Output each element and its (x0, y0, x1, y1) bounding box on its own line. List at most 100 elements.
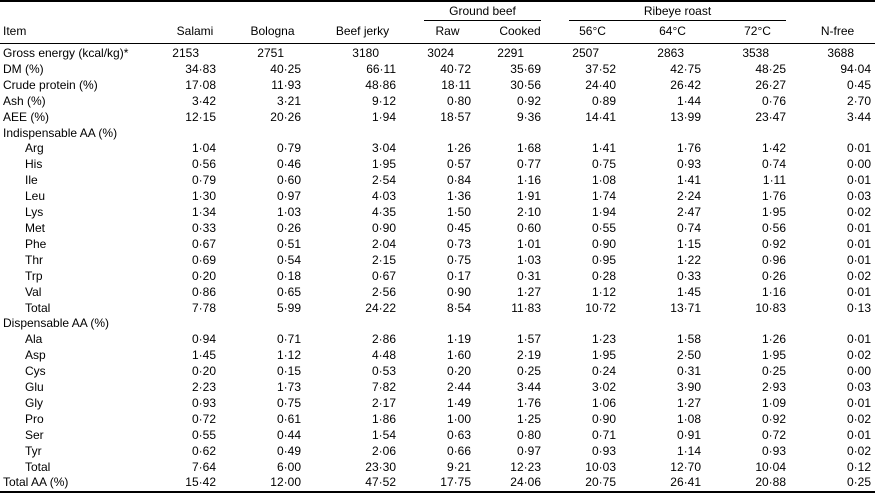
row-label: Arg (25, 141, 44, 156)
cell-value: 30·56 (510, 77, 541, 92)
row-label: Lys (25, 205, 44, 220)
cell-value: 2·47 (676, 205, 701, 220)
cell-value: 1·94 (591, 205, 616, 220)
col-header-beef-jerky: Beef jerky (315, 21, 410, 44)
cell-value: 0·00 (847, 157, 872, 172)
cell-value: 1·94 (371, 109, 396, 124)
cell-value: 1·36 (446, 189, 471, 204)
cell-value: 37·52 (585, 61, 616, 76)
table-row: Val 0·86 0·65 2·56 0·90 1·27 1·12 1·45 1·16 0·01 (0, 285, 875, 301)
cell-value: 24·40 (585, 77, 616, 92)
cell-value: 1·45 (191, 348, 216, 363)
cell-value: 0·71 (591, 427, 616, 442)
cell-value: 3·21 (276, 93, 301, 108)
table-row: Gross energy (kcal/kg)* 2153 2751 3180 3024 2… (0, 44, 875, 62)
cell-value: 0·80 (446, 93, 471, 108)
cell-value: 0·03 (847, 380, 872, 395)
cell-value: 2291 (497, 46, 524, 60)
cell-value: 2·15 (371, 252, 396, 267)
cell-value: 0·31 (676, 364, 701, 379)
table-row: Thr 0·69 0·54 2·15 0·75 1·03 0·95 1·22 0·96 0·01 (0, 253, 875, 269)
cell-value: 1·41 (591, 141, 616, 156)
row-label: Thr (25, 252, 43, 267)
table-row: Crude protein (%) 17·08 11·93 48·86 18·11 30·… (0, 78, 875, 94)
table-row: Met 0·33 0·26 0·90 0·45 0·60 0·55 0·74 0·56 0·01 (0, 221, 875, 237)
cell-value: 0·75 (446, 252, 471, 267)
cell-value: 0·01 (847, 141, 872, 156)
cell-value: 18·57 (440, 109, 471, 124)
cell-value: 1·91 (516, 189, 541, 204)
cell-value: 0·20 (191, 364, 216, 379)
cell-value: 2·10 (516, 205, 541, 220)
column-header-row: Item Salami Bologna Beef jerky Raw Cooke… (0, 21, 875, 44)
cell-value: 0·94 (191, 332, 216, 347)
cell-value: 0·17 (446, 268, 471, 283)
cell-value: 2·70 (847, 93, 872, 108)
cell-value: 0·97 (276, 189, 301, 204)
cell-value: 0·92 (516, 93, 541, 108)
row-label: Met (25, 220, 46, 235)
cell-value: 2·17 (371, 395, 396, 410)
cell-value: 2863 (657, 46, 684, 60)
cell-value: 2·86 (371, 332, 396, 347)
cell-value: 0·92 (762, 411, 787, 426)
cell-value: 1·49 (446, 395, 471, 410)
cell-value: 2·54 (371, 173, 396, 188)
cell-value: 0·93 (191, 395, 216, 410)
row-label: AEE (%) (3, 109, 50, 124)
cell-value: 2·06 (371, 443, 396, 458)
cell-value: 0·12 (847, 459, 872, 474)
row-label: Total (25, 459, 51, 474)
row-label: Pro (25, 411, 44, 426)
group-header-ribeye-roast: Ribeye roast (555, 1, 800, 21)
col-header-56c: 56°C (555, 21, 630, 44)
cell-value: 0·02 (847, 411, 872, 426)
cell-value: 0·33 (676, 268, 701, 283)
cell-value: 0·02 (847, 268, 872, 283)
cell-value: 0·93 (591, 443, 616, 458)
cell-value: 0·96 (762, 252, 787, 267)
cell-value: 0·46 (276, 157, 301, 172)
cell-value: 7·82 (371, 380, 396, 395)
cell-value: 0·25 (847, 475, 872, 490)
cell-value: 0·89 (591, 93, 616, 108)
cell-value: 2·19 (516, 348, 541, 363)
cell-value: 0·20 (191, 268, 216, 283)
cell-value: 4·35 (371, 205, 396, 220)
cell-value: 0·97 (516, 443, 541, 458)
col-header-raw: Raw (410, 21, 485, 44)
cell-value: 1·26 (762, 332, 787, 347)
group-header-row: Ground beef Ribeye roast (0, 1, 875, 21)
cell-value: 0·63 (446, 427, 471, 442)
cell-value: 0·86 (191, 284, 216, 299)
cell-value: 3·04 (371, 141, 396, 156)
cell-value: 0·69 (191, 252, 216, 267)
cell-value: 48·25 (755, 61, 787, 76)
cell-value: 0·73 (446, 236, 471, 251)
row-label: Ash (%) (3, 93, 46, 108)
col-header-cooked: Cooked (485, 21, 555, 44)
cell-value: 1·23 (591, 332, 616, 347)
cell-value: 23·30 (365, 459, 396, 474)
table-row: Glu 2·23 1·73 7·82 2·44 3·44 3·02 3·90 2·93 0·03 (0, 380, 875, 396)
cell-value: 3688 (827, 46, 855, 60)
cell-value: 1·54 (371, 427, 396, 442)
cell-value: 9·21 (446, 459, 471, 474)
cell-value: 0·90 (446, 284, 471, 299)
cell-value: 34·83 (185, 61, 216, 76)
cell-value: 0·72 (191, 411, 216, 426)
cell-value: 14·41 (585, 109, 616, 124)
table-row: His 0·56 0·46 1·95 0·57 0·77 0·75 0·93 0·74 0·00 (0, 157, 875, 173)
cell-value: 1·08 (591, 173, 616, 188)
cell-value: 0·01 (847, 173, 872, 188)
cell-value: 0·15 (276, 364, 301, 379)
cell-value: 2751 (257, 46, 284, 60)
row-label: Total AA (%) (3, 475, 69, 490)
cell-value: 2507 (572, 46, 599, 60)
cell-value: 12·15 (185, 109, 216, 124)
row-label: His (25, 157, 43, 172)
spacer-cell (315, 1, 410, 21)
cell-value: 3024 (427, 46, 454, 60)
row-label: Total (25, 300, 51, 315)
